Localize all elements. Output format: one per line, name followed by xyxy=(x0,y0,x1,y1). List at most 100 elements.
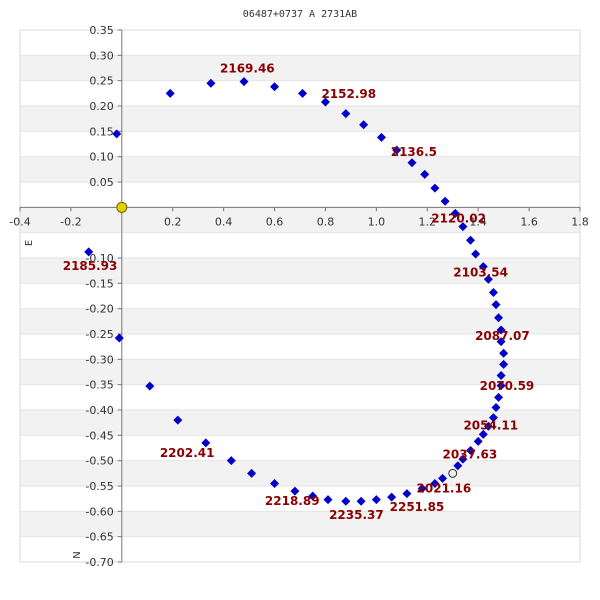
epoch-label: 2054.11 xyxy=(463,419,518,433)
data-point xyxy=(488,287,498,297)
epoch-label: 2103.54 xyxy=(453,266,508,280)
data-point xyxy=(478,429,488,439)
data-point xyxy=(270,82,280,92)
epoch-label: 2218.89 xyxy=(265,494,320,508)
data-point xyxy=(308,491,318,501)
x-tick-label: 0.6 xyxy=(266,215,284,228)
grid-band xyxy=(20,156,580,182)
data-point xyxy=(496,325,506,335)
y-tick-label: -0.10 xyxy=(85,252,113,265)
x-tick-label: 1.4 xyxy=(469,215,487,228)
data-point xyxy=(114,333,124,343)
y-tick-label: -0.30 xyxy=(85,353,113,366)
data-point xyxy=(466,446,476,456)
data-point xyxy=(471,249,481,259)
grid-band xyxy=(20,207,580,233)
y-tick-label: 0.25 xyxy=(89,75,114,88)
data-point xyxy=(387,492,397,502)
y-tick-label: -0.70 xyxy=(85,556,113,569)
y-tick-label: -0.45 xyxy=(85,429,113,442)
grid-band xyxy=(20,30,580,56)
data-point xyxy=(483,421,493,431)
y-tick-label: 0.10 xyxy=(89,151,114,164)
x-tick-label: 0.8 xyxy=(317,215,335,228)
grid-band xyxy=(20,106,580,132)
plot-frame xyxy=(19,29,581,563)
y-tick-label: -0.55 xyxy=(85,480,113,493)
data-point xyxy=(417,484,427,494)
y-tick-label: 0.05 xyxy=(89,176,114,189)
x-tick-label: -0.4 xyxy=(9,215,30,228)
data-point xyxy=(488,413,498,423)
data-point xyxy=(496,337,506,347)
grid-band xyxy=(20,182,580,208)
data-point xyxy=(290,486,300,496)
data-point xyxy=(473,436,483,446)
y-tick-label: 0.20 xyxy=(89,100,114,113)
epoch-label: 2120.02 xyxy=(431,211,486,225)
data-point xyxy=(341,109,351,119)
grid-band xyxy=(20,460,580,486)
data-point xyxy=(430,183,440,193)
y-tick-label: -0.15 xyxy=(85,277,113,290)
epoch-label: 2152.98 xyxy=(321,87,376,101)
chart-title: 06487+0737 A 2731AB xyxy=(243,9,357,20)
data-point xyxy=(499,348,509,358)
data-point xyxy=(270,478,280,488)
epoch-label: 2235.37 xyxy=(329,508,384,522)
data-point xyxy=(376,132,386,142)
epoch-label: 2202.41 xyxy=(160,446,215,460)
data-point xyxy=(341,496,351,506)
data-point xyxy=(165,88,175,98)
y-tick-label: -0.35 xyxy=(85,379,113,392)
data-point xyxy=(420,169,430,179)
data-point xyxy=(458,454,468,464)
observed-point xyxy=(448,468,458,478)
y-tick-labels: 0.35 0.30 0.25 0.20 0.15 0.10 0.05 -0.10 -0.15 -0… xyxy=(85,24,113,569)
data-point xyxy=(239,77,249,87)
grid-band xyxy=(20,486,580,512)
epoch-label: 2169.46 xyxy=(220,62,275,76)
epoch-label: 2070.59 xyxy=(480,379,535,393)
grid-band xyxy=(20,384,580,410)
epoch-label: 2251.85 xyxy=(390,500,445,514)
data-point xyxy=(496,371,506,381)
data-point xyxy=(440,196,450,206)
x-tick-label: 1.6 xyxy=(520,215,538,228)
x-tick-label: 0.4 xyxy=(215,215,233,228)
grid-band xyxy=(20,232,580,258)
y-tick-label: -0.25 xyxy=(85,328,113,341)
data-point xyxy=(201,438,211,448)
data-point xyxy=(371,495,381,505)
data-point xyxy=(430,478,440,488)
y-tick-label: -0.40 xyxy=(85,404,113,417)
data-point xyxy=(206,78,216,88)
data-point xyxy=(458,222,468,232)
grid-band xyxy=(20,511,580,537)
data-points xyxy=(84,77,509,506)
y-tick-label: -0.65 xyxy=(85,531,113,544)
epoch-annotations: 2169.46 2152.98 2136.5 2120.02 2103.54 2087.0… xyxy=(63,62,535,523)
data-point xyxy=(483,274,493,284)
y-tick-label: 0.30 xyxy=(89,49,114,62)
x-tick-labels: -0.4 -0.2 0.2 0.4 0.6 0.8 1.0 1.2 1.4 1.6 1.8 xyxy=(9,215,588,228)
data-point xyxy=(298,88,308,98)
y-tick-label: -0.60 xyxy=(85,505,113,518)
grid-band xyxy=(20,55,580,81)
data-point xyxy=(491,402,501,412)
data-point xyxy=(496,381,506,391)
data-point xyxy=(494,392,504,402)
grid-band xyxy=(20,334,580,360)
data-point xyxy=(466,235,476,245)
data-point xyxy=(407,158,417,168)
axes xyxy=(19,29,581,563)
epoch-label: 2087.07 xyxy=(475,329,530,343)
data-point xyxy=(453,461,463,471)
data-point xyxy=(359,120,369,130)
east-axis-label: E xyxy=(24,240,35,246)
x-tick-label: 1.2 xyxy=(419,215,437,228)
grid-band xyxy=(20,359,580,385)
data-point xyxy=(478,262,488,272)
x-tick-label: 1.8 xyxy=(571,215,589,228)
